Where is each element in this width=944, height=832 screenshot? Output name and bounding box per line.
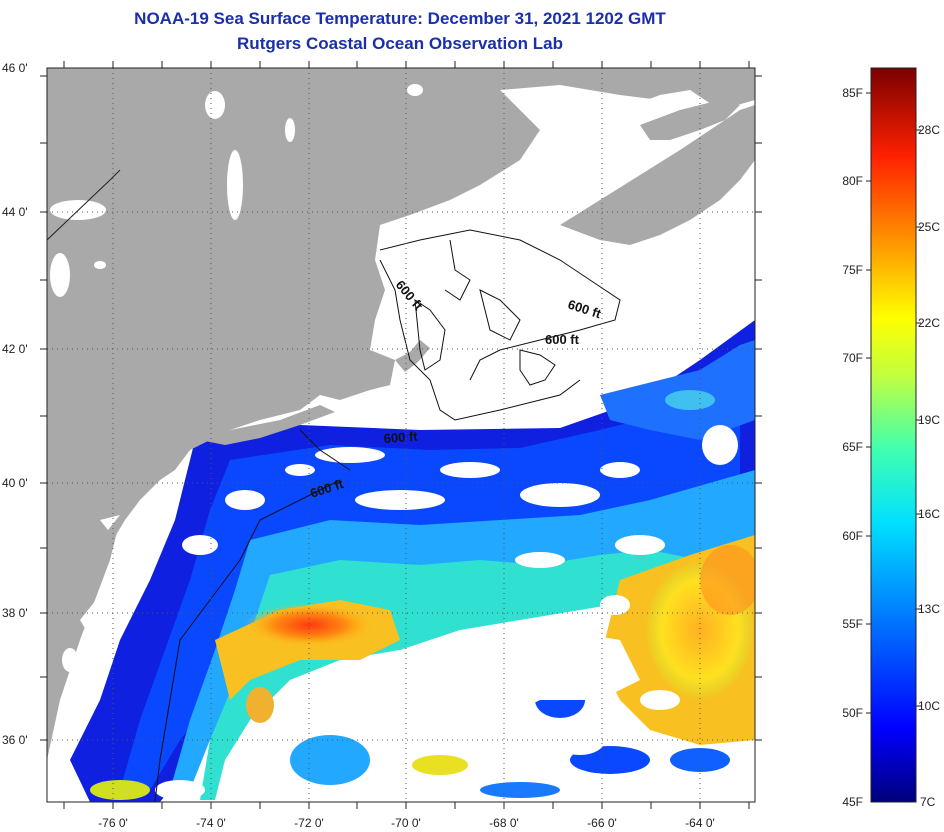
- land: [47, 68, 755, 760]
- longitude-labels: -76 0' -74 0' -72 0' -70 0' -68 0' -66 0…: [98, 816, 715, 830]
- lon-label: -72 0': [294, 816, 324, 830]
- colorbar-c-label: 7C: [920, 795, 936, 809]
- lon-label: -76 0': [98, 816, 128, 830]
- graticule: [47, 68, 755, 802]
- lon-label: -66 0': [587, 816, 617, 830]
- colorbar-f-label: 65F: [842, 440, 863, 454]
- colorbar-c-label: 28C: [918, 123, 940, 137]
- depth-contours: [154, 229, 621, 802]
- colorbar-c-label: 19C: [918, 413, 940, 427]
- colorbar-gradient: [870, 67, 917, 803]
- colorbar-c-label: 25C: [918, 220, 940, 234]
- lon-label: -70 0': [391, 816, 421, 830]
- lat-label: 46 0': [2, 61, 28, 75]
- map-frame: [46, 67, 756, 803]
- sst-field: [70, 320, 755, 802]
- map-title: NOAA-19 Sea Surface Temperature: Decembe…: [134, 9, 666, 28]
- colorbar-f-label: 45F: [842, 795, 863, 809]
- contour-label: 600 ft: [545, 332, 580, 347]
- lat-label: 42 0': [2, 342, 28, 356]
- lat-label: 44 0': [2, 205, 28, 219]
- colorbar-f-label: 60F: [842, 529, 863, 543]
- lon-label: -68 0': [489, 816, 519, 830]
- colorbar-f-label: 75F: [842, 263, 863, 277]
- lat-label: 40 0': [2, 476, 28, 490]
- cloud-patches: [155, 425, 738, 800]
- map-area: [47, 68, 755, 802]
- warm-eddy-core: [245, 603, 375, 647]
- colorbar-f-label: 50F: [842, 706, 863, 720]
- lon-label: -64 0': [685, 816, 715, 830]
- lon-label: -74 0': [196, 816, 226, 830]
- contour-label: 600 ft: [383, 429, 419, 446]
- colorbar-f-label: 70F: [842, 351, 863, 365]
- axis-ticks: [40, 61, 762, 809]
- colorbar-c-label: 22C: [918, 316, 940, 330]
- colorbar-f-label: 85F: [842, 86, 863, 100]
- map-subtitle: Rutgers Coastal Ocean Observation Lab: [237, 34, 563, 53]
- lat-label: 36 0': [2, 733, 28, 747]
- colorbar-c-label: 10C: [918, 699, 940, 713]
- lat-label: 38 0': [2, 606, 28, 620]
- colorbar-f-label: 55F: [842, 617, 863, 631]
- colorbar-c-label: 13C: [918, 602, 940, 616]
- colorbar-c-label: 16C: [918, 507, 940, 521]
- latitude-labels: 46 0' 44 0' 42 0' 40 0' 38 0' 36 0': [2, 61, 28, 747]
- colorbar: 85F 80F 75F 70F 65F 60F 55F 50F 45F 28C …: [842, 67, 940, 809]
- colorbar-f-label: 80F: [842, 174, 863, 188]
